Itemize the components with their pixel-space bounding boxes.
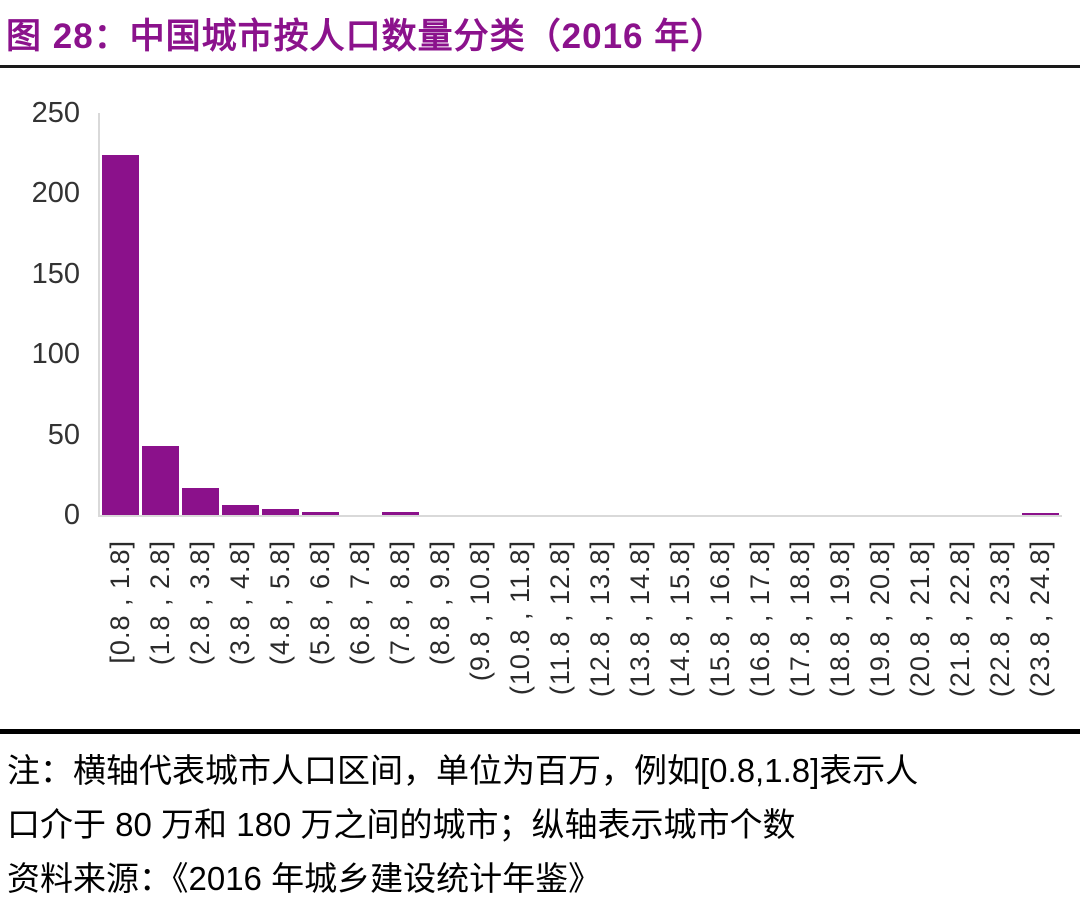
bar xyxy=(182,487,219,515)
y-axis-tick-label: 50 xyxy=(47,418,80,451)
x-axis-tick-label: (9.8 , 10.8] xyxy=(465,540,495,682)
x-axis-tick-label: (15.8 , 16.8] xyxy=(705,540,735,698)
x-axis-tick-label: (14.8 , 15.8] xyxy=(665,540,695,698)
plot-area xyxy=(98,113,1062,517)
x-axis-tick-label: (7.8 , 8.8] xyxy=(385,540,415,666)
x-axis-tick-label: (19.8 , 20.8] xyxy=(865,540,895,698)
note-line-2: 口介于 80 万和 180 万之间的城市；纵轴表示城市个数 xyxy=(7,806,796,843)
x-axis-tick-label: (23.8 , 24.8] xyxy=(1025,540,1055,698)
y-axis-tick-label: 150 xyxy=(31,257,80,290)
x-axis-tick-label: (18.8 , 19.8] xyxy=(825,540,855,698)
figure-notes: 注：横轴代表城市人口区间，单位为百万，例如[0.8,1.8]表示人 口介于 80… xyxy=(7,744,1073,906)
x-axis-tick-label: (3.8 , 4.8] xyxy=(225,540,255,666)
x-axis-tick-label: (8.8 , 9.8] xyxy=(425,540,455,666)
bar xyxy=(1022,513,1059,515)
x-axis-tick-label: (4.8 , 5.8] xyxy=(265,540,295,666)
bar xyxy=(142,445,179,515)
source-line: 资料来源：《2016 年城乡建设统计年鉴》 xyxy=(7,860,602,897)
title-divider-line xyxy=(0,65,1080,68)
bar xyxy=(302,511,339,515)
x-axis-tick-label: (20.8 , 21.8] xyxy=(905,540,935,698)
bar xyxy=(382,511,419,515)
x-axis-tick-label: (12.8 , 13.8] xyxy=(585,540,615,698)
x-axis-tick-label: (6.8 , 7.8] xyxy=(345,540,375,666)
bar xyxy=(222,505,259,515)
x-axis-tick-label: (2.8 , 3.8] xyxy=(185,540,215,666)
x-axis-tick-label: (21.8 , 22.8] xyxy=(945,540,975,698)
bar xyxy=(262,508,299,515)
x-axis-tick-label: (13.8 , 14.8] xyxy=(625,540,655,698)
y-axis-tick-label: 100 xyxy=(31,338,80,371)
x-axis-tick-label: (5.8 , 6.8] xyxy=(305,540,335,666)
x-axis-tick-label: (16.8 , 17.8] xyxy=(745,540,775,698)
figure-title: 图 28：中国城市按人口数量分类（2016 年） xyxy=(6,17,727,56)
bar xyxy=(102,154,139,515)
note-line-1: 注：横轴代表城市人口区间，单位为百万，例如[0.8,1.8]表示人 xyxy=(7,752,919,789)
x-axis-tick-label: (17.8 , 18.8] xyxy=(785,540,815,698)
x-axis-tick-label: (10.8 , 11.8] xyxy=(505,540,535,696)
x-axis-tick-label: [0.8 , 1.8] xyxy=(105,540,135,664)
x-axis-tick-label: (11.8 , 12.8] xyxy=(545,540,575,696)
y-axis-tick-label: 0 xyxy=(63,499,80,531)
x-axis-tick-label: (22.8 , 23.8] xyxy=(985,540,1015,698)
x-axis-tick-label: (1.8 , 2.8] xyxy=(145,540,175,666)
y-axis-tick-label: 200 xyxy=(31,177,80,210)
y-axis-tick-label: 250 xyxy=(31,97,80,129)
bar-chart: 250 200 150 100 50 0 [0.8 , 1.8] (1.8 , 2.8] (2.… xyxy=(31,97,1062,698)
footer-divider-line xyxy=(0,729,1080,734)
